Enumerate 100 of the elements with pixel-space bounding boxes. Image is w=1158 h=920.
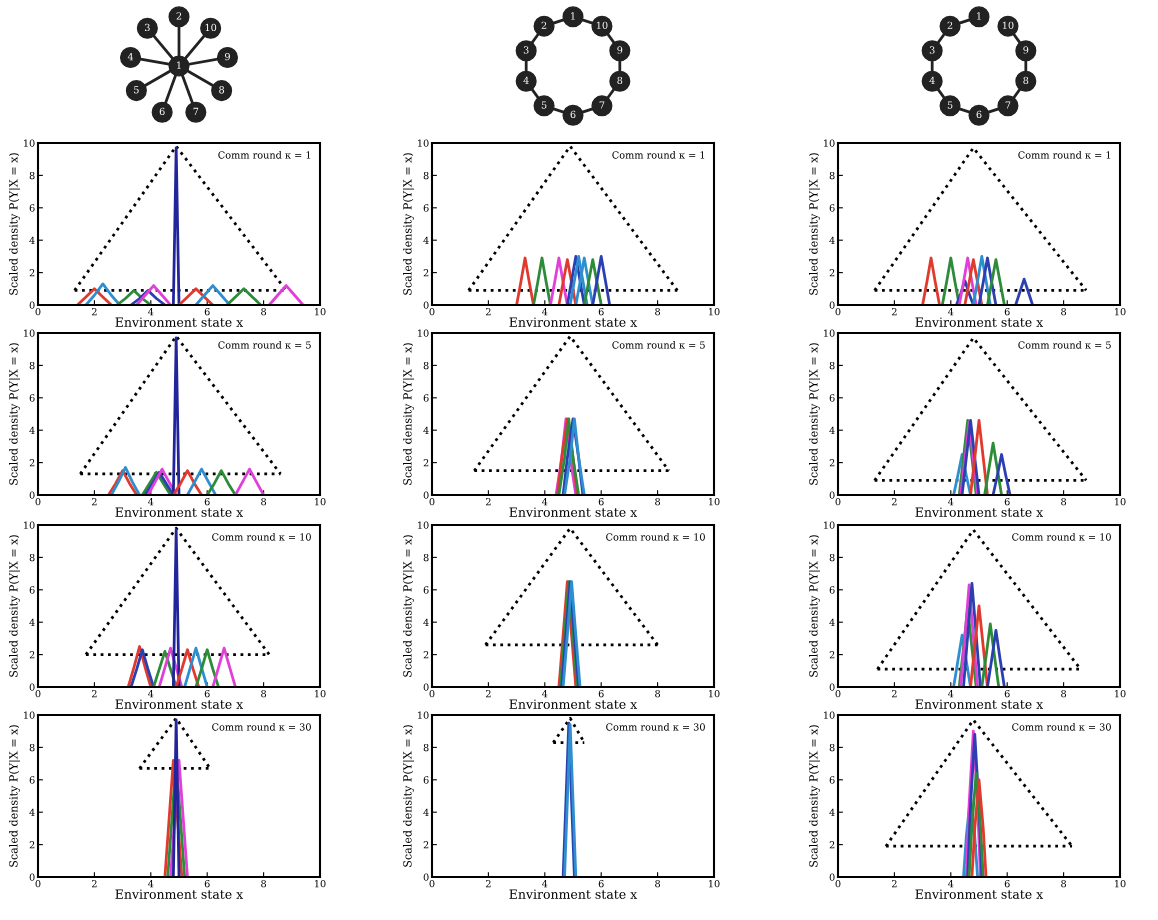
text: 2	[176, 12, 182, 20]
y-tick-label: 10	[418, 521, 429, 529]
x-tick-label: 2	[91, 689, 97, 698]
x-tick-label: 10	[1115, 307, 1126, 316]
y-tick-label: 8	[829, 553, 835, 562]
text: 5	[947, 101, 953, 109]
x-tick-label: 8	[1061, 879, 1067, 888]
y-tick-label: 0	[29, 873, 35, 881]
x-tick-label: 8	[261, 307, 267, 316]
text: 6	[159, 107, 165, 116]
y-tick-label: 10	[24, 521, 35, 529]
y-tick-label: 10	[824, 139, 835, 147]
y-tick-label: 10	[418, 711, 429, 719]
x-tick-label: 4	[948, 879, 954, 888]
text: 3	[145, 23, 150, 32]
y-tick-label: 10	[824, 711, 835, 719]
x-tick-label: 2	[891, 879, 897, 888]
text: 10	[1002, 21, 1014, 29]
x-axis-title: Environment state x	[509, 507, 638, 517]
x-tick-label: 4	[542, 879, 548, 888]
x-tick-label: 4	[542, 497, 548, 506]
x-tick-label: 8	[261, 879, 267, 888]
x-axis-title: Environment state x	[915, 699, 1044, 709]
text: 10	[596, 21, 608, 29]
y-tick-label: 4	[829, 236, 835, 244]
x-tick-label: 4	[948, 689, 954, 698]
y-tick-label: 8	[423, 171, 429, 180]
x-tick-label: 10	[709, 879, 720, 888]
y-tick-label: 6	[29, 204, 35, 212]
y-tick-label: 8	[423, 743, 429, 752]
y-tick-label: 2	[29, 269, 35, 277]
x-tick-label: 2	[485, 307, 491, 316]
y-tick-label: 10	[24, 139, 35, 147]
y-tick-label: 2	[829, 651, 835, 659]
y-tick-label: 0	[423, 301, 429, 309]
x-tick-label: 2	[485, 497, 491, 506]
y-tick-label: 6	[29, 394, 35, 402]
y-tick-label: 0	[423, 683, 429, 691]
text: 7	[599, 101, 605, 109]
x-tick-label: 0	[35, 497, 41, 506]
text: 1	[977, 12, 981, 20]
x-tick-label: 4	[542, 689, 548, 698]
y-axis-title: Scaled density P(Y|X = x)	[8, 725, 21, 867]
y-tick-label: 2	[29, 651, 35, 659]
text: 7	[1005, 101, 1011, 109]
y-tick-label: 8	[829, 361, 835, 370]
annotation: Comm round κ = 10	[606, 533, 705, 541]
x-axis-title: Environment state x	[509, 699, 638, 709]
y-tick-label: 2	[29, 459, 35, 467]
y-axis-title: Scaled density P(Y|X = x)	[402, 153, 415, 295]
y-tick-label: 6	[829, 776, 835, 784]
text: 1	[177, 61, 181, 69]
x-tick-label: 8	[1061, 307, 1067, 316]
y-tick-label: 10	[24, 711, 35, 719]
text: 8	[219, 86, 225, 94]
x-tick-label: 0	[35, 307, 41, 316]
x-tick-label: 4	[948, 497, 954, 506]
y-tick-label: 6	[29, 586, 35, 594]
x-tick-label: 2	[891, 689, 897, 698]
y-tick-label: 2	[423, 651, 429, 659]
y-tick-label: 4	[29, 426, 35, 434]
annotation: Comm round κ = 5	[1018, 341, 1111, 349]
x-tick-label: 6	[1004, 497, 1010, 506]
x-axis-title: Environment state x	[115, 699, 244, 709]
x-tick-label: 0	[835, 497, 841, 506]
y-tick-label: 6	[423, 204, 429, 212]
text: 9	[1023, 46, 1029, 54]
x-tick-label: 6	[1004, 879, 1010, 888]
y-tick-label: 0	[29, 683, 35, 691]
x-tick-label: 6	[598, 879, 604, 888]
y-axis-title: Scaled density P(Y|X = x)	[808, 343, 821, 485]
y-tick-label: 8	[29, 361, 35, 370]
x-axis-title: Environment state x	[509, 317, 638, 327]
text: 1	[571, 12, 575, 20]
x-tick-label: 0	[35, 879, 41, 888]
text: 4	[127, 52, 134, 61]
y-tick-label: 0	[829, 301, 835, 309]
x-tick-label: 8	[655, 689, 661, 698]
annotation: Comm round κ = 5	[218, 341, 311, 349]
y-axis-title: Scaled density P(Y|X = x)	[8, 535, 21, 677]
text: 3	[929, 46, 935, 54]
y-axis-title: Scaled density P(Y|X = x)	[8, 153, 21, 295]
y-tick-label: 10	[824, 329, 835, 337]
x-tick-label: 0	[429, 689, 435, 698]
text: 9	[617, 46, 623, 54]
x-axis-title: Environment state x	[915, 317, 1044, 327]
y-tick-label: 6	[829, 204, 835, 212]
annotation: Comm round κ = 10	[212, 533, 311, 541]
y-tick-label: 0	[829, 491, 835, 499]
annotation: Comm round κ = 1	[1018, 151, 1111, 159]
y-tick-label: 8	[29, 743, 35, 752]
x-tick-label: 4	[148, 879, 154, 888]
x-tick-label: 8	[261, 689, 267, 698]
y-axis-title: Scaled density P(Y|X = x)	[402, 535, 415, 677]
text: 6	[976, 110, 982, 119]
y-tick-label: 4	[29, 618, 35, 626]
y-tick-label: 4	[29, 808, 35, 816]
y-tick-label: 0	[29, 301, 35, 309]
y-tick-label: 2	[829, 841, 835, 849]
x-tick-label: 6	[204, 689, 210, 698]
